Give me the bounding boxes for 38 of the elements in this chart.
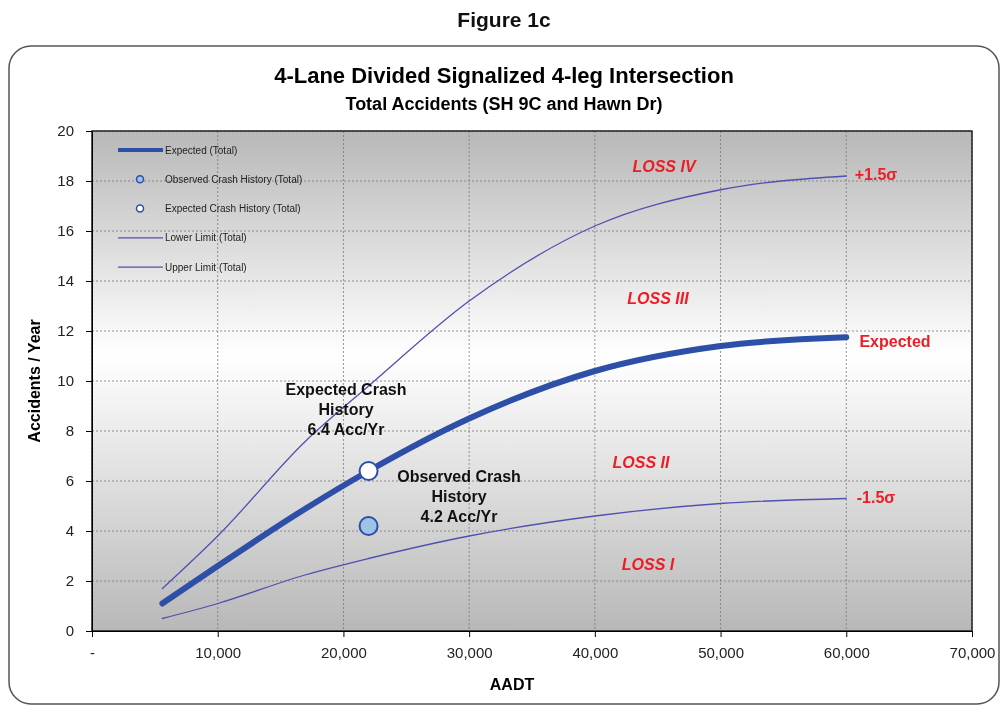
legend-label: Expected (Total) [165,144,238,156]
legend-label: Lower Limit (Total) [165,232,247,244]
annotation: LOSS I [621,556,675,573]
x-tick-label: 10,000 [195,644,242,661]
legend-label: Expected Crash History (Total) [165,203,301,215]
annotation: +1.5σ [854,166,898,183]
x-tick-label: 30,000 [446,644,493,661]
annotation: Expected [859,333,931,350]
y-tick-label: 14 [57,272,74,290]
y-tick-label: 6 [65,472,74,490]
y-tick-label: 16 [57,222,74,240]
y-tick-label: 12 [57,322,74,340]
chart-subtitle: Total Accidents (SH 9C and Hawn Dr) [345,94,663,114]
x-axis-title: AADT [489,676,535,693]
y-tick-label: 10 [57,372,74,390]
x-tick-label: 40,000 [572,644,619,661]
annotation: LOSS III [627,290,690,307]
x-tick-label: 70,000 [949,644,996,661]
x-tick-label: - [90,644,95,661]
y-tick-label: 8 [65,422,74,440]
y-tick-label: 4 [65,522,74,540]
chart-title: 4-Lane Divided Signalized 4-leg Intersection [274,63,734,88]
x-tick-label: 60,000 [823,644,870,661]
line-series [161,175,847,590]
annotation: -1.5σ [856,489,896,506]
caption: Figure 1c [457,8,551,31]
annotation: LOSS II [612,454,670,471]
annotation: Observed Crash History 4.2 Acc/Yr [397,468,521,525]
annotation: LOSS IV [632,158,697,175]
y-tick-label: 20 [57,122,74,140]
legend-label: Upper Limit (Total) [165,261,247,273]
x-tick-label: 50,000 [698,644,745,661]
y-tick-label: 2 [65,572,74,590]
legend-label: Observed Crash History (Total) [165,173,303,185]
y-tick-label: 0 [65,622,74,640]
y-axis-title: Accidents / Year [26,319,43,443]
y-tick-label: 18 [57,172,74,190]
x-tick-label: 20,000 [320,644,367,661]
